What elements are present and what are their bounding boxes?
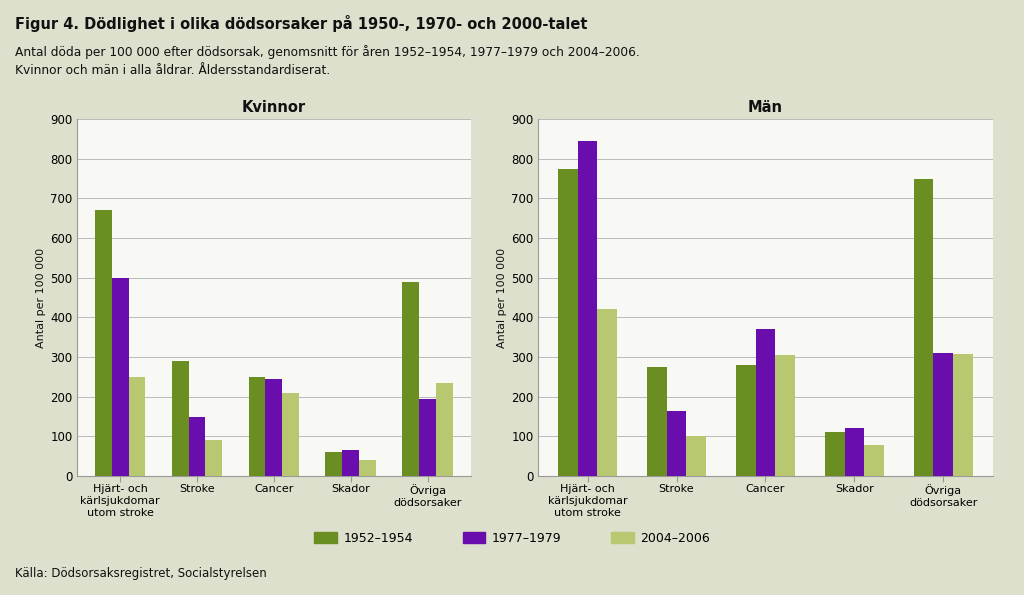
Bar <box>578 141 597 476</box>
Text: Figur 4. Dödlighet i olika dödsorsaker på 1950-, 1970- och 2000-talet: Figur 4. Dödlighet i olika dödsorsaker p… <box>15 15 588 32</box>
Bar <box>402 281 419 476</box>
Bar <box>283 393 299 476</box>
Bar <box>359 460 376 476</box>
Text: Källa: Dödsorsaksregistret, Socialstyrelsen: Källa: Dödsorsaksregistret, Socialstyrel… <box>15 567 267 580</box>
Bar <box>94 210 112 476</box>
Bar <box>647 367 667 476</box>
Bar <box>558 168 578 476</box>
Bar <box>436 383 454 476</box>
Title: Kvinnor: Kvinnor <box>242 100 306 115</box>
Title: Män: Män <box>748 100 783 115</box>
Bar <box>775 355 795 476</box>
Bar <box>845 428 864 476</box>
Bar <box>686 436 706 476</box>
Bar <box>419 399 436 476</box>
Legend: 1952–1954, 1977–1979, 2004–2006: 1952–1954, 1977–1979, 2004–2006 <box>309 527 715 550</box>
Y-axis label: Antal per 100 000: Antal per 100 000 <box>36 248 46 347</box>
Text: Kvinnor och män i alla åldrar. Åldersstandardiserat.: Kvinnor och män i alla åldrar. Ålderssta… <box>15 64 331 77</box>
Bar <box>129 377 145 476</box>
Bar <box>934 353 953 476</box>
Bar <box>667 411 686 476</box>
Bar <box>342 450 359 476</box>
Bar <box>112 278 129 476</box>
Bar <box>736 365 756 476</box>
Text: Antal döda per 100 000 efter dödsorsak, genomsnitt för åren 1952–1954, 1977–1979: Antal döda per 100 000 efter dödsorsak, … <box>15 45 640 58</box>
Bar <box>326 452 342 476</box>
Y-axis label: Antal per 100 000: Antal per 100 000 <box>497 248 507 347</box>
Bar <box>953 354 973 476</box>
Bar <box>864 445 884 476</box>
Bar <box>913 178 934 476</box>
Bar <box>756 329 775 476</box>
Bar <box>172 361 188 476</box>
Bar <box>265 379 283 476</box>
Bar <box>188 416 206 476</box>
Bar <box>249 377 265 476</box>
Bar <box>206 440 222 476</box>
Bar <box>597 309 617 476</box>
Bar <box>825 433 845 476</box>
